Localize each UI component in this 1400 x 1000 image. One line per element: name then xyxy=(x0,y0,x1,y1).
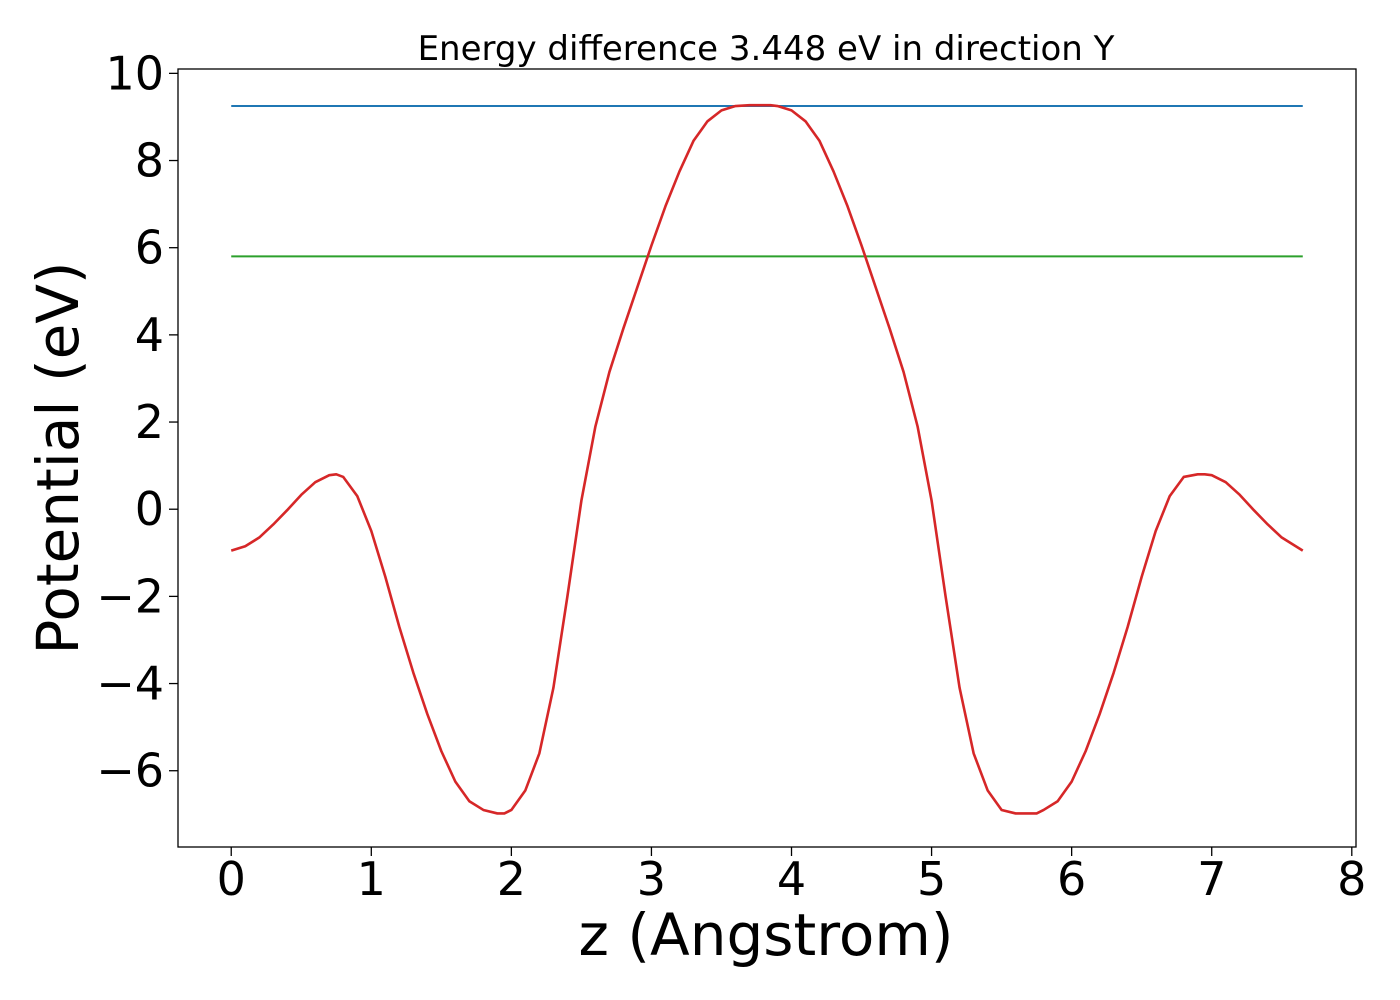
series-layer xyxy=(230,103,1304,815)
y-tick-label: 4 xyxy=(135,308,164,362)
y-axis-label: Potential (eV) xyxy=(24,261,92,654)
x-tick-label: 7 xyxy=(1197,852,1226,906)
plot-frame xyxy=(177,68,1357,848)
x-tick-label: 5 xyxy=(917,852,946,906)
x-tick-label: 6 xyxy=(1057,852,1086,906)
x-tick-label: 0 xyxy=(217,852,246,906)
x-tick-label: 2 xyxy=(497,852,526,906)
x-tick-label: 4 xyxy=(777,852,806,906)
y-tick-label: −4 xyxy=(96,657,164,711)
y-tick-label: 2 xyxy=(135,395,164,449)
x-tick-label: 1 xyxy=(357,852,386,906)
x-tick-label: 3 xyxy=(637,852,666,906)
y-tick-label: 6 xyxy=(135,221,164,275)
y-tick-label: 8 xyxy=(135,134,164,188)
x-axis: 0 1 2 3 4 5 6 7 8 xyxy=(217,847,1366,906)
x-axis-label: z (Angstrom) xyxy=(579,901,954,969)
y-tick-label: 10 xyxy=(105,46,164,100)
x-tick-label: 8 xyxy=(1337,852,1366,906)
series-line-2 xyxy=(230,103,1304,815)
y-tick-label: −6 xyxy=(96,744,164,798)
y-tick-label: −2 xyxy=(96,569,164,623)
y-tick-label: 0 xyxy=(135,482,164,536)
chart-title: Energy difference 3.448 eV in direction … xyxy=(418,29,1115,69)
y-axis: −6 −4 −2 0 2 4 6 8 10 xyxy=(96,46,178,798)
